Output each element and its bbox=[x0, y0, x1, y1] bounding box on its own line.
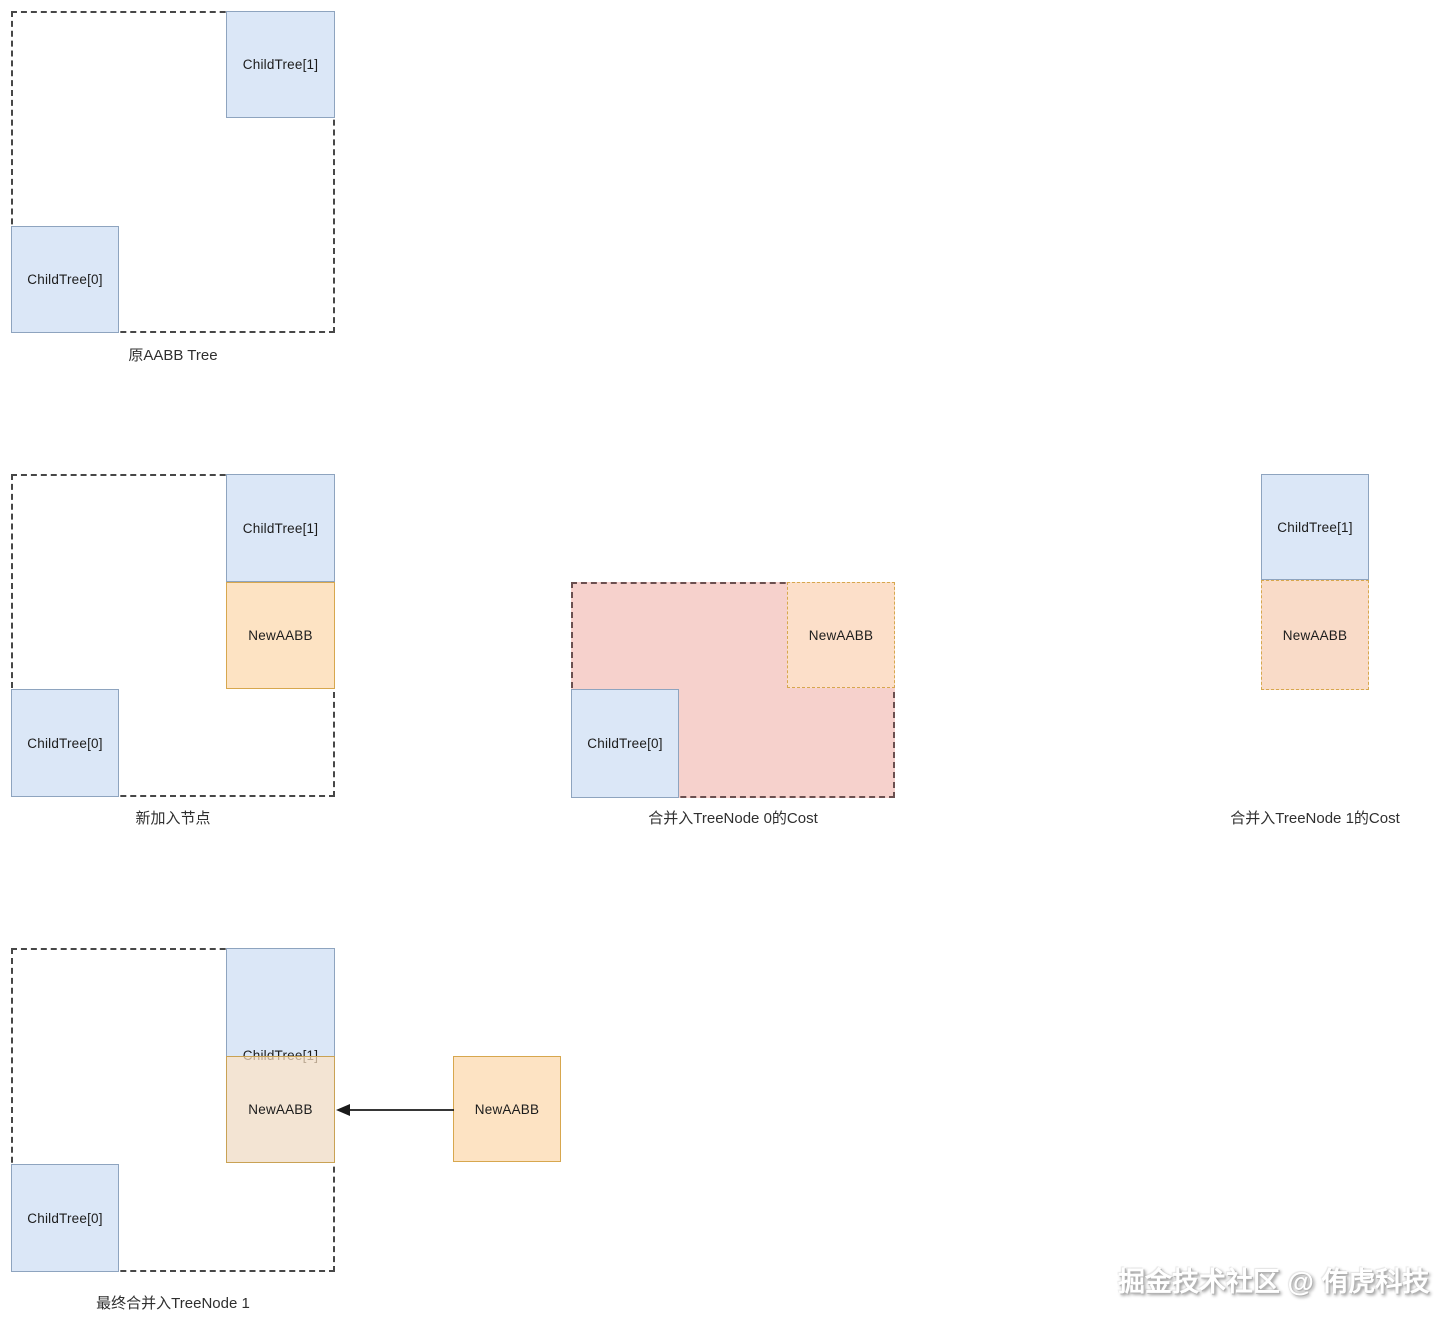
original-child-tree-1-label: ChildTree[1] bbox=[242, 57, 319, 72]
final-child-tree-0-label: ChildTree[0] bbox=[27, 1210, 103, 1226]
new-node-new-aabb-box: NewAABB bbox=[226, 582, 335, 689]
merge-left-arrow-icon bbox=[336, 1104, 454, 1116]
cost0-new-aabb-box: NewAABB bbox=[787, 582, 895, 688]
new-node-child-tree-0-box: ChildTree[0] bbox=[11, 689, 119, 797]
new-node-child-tree-0-label: ChildTree[0] bbox=[27, 735, 103, 751]
cost0-child-tree-0-box: ChildTree[0] bbox=[571, 689, 679, 798]
new-node-child-tree-1-label: ChildTree[1] bbox=[242, 520, 319, 536]
new-node-caption: 新加入节点 bbox=[135, 810, 211, 827]
final-child-tree-0-box: ChildTree[0] bbox=[11, 1164, 119, 1272]
cost1-child-tree-1-label: ChildTree[1] bbox=[1277, 519, 1353, 535]
cost1-child-tree-1-box: ChildTree[1] bbox=[1261, 474, 1369, 580]
original-tree-caption: 原AABB Tree bbox=[128, 347, 218, 364]
incoming-new-aabb-label: NewAABB bbox=[474, 1101, 540, 1117]
new-node-child-tree-1-box: ChildTree[1] bbox=[226, 474, 335, 582]
incoming-new-aabb-box: NewAABB bbox=[453, 1056, 561, 1162]
final-merged-new-aabb-box: NewAABB bbox=[226, 1056, 335, 1163]
cost0-new-aabb-label: NewAABB bbox=[808, 627, 874, 643]
cost0-caption: 合并入TreeNode 0的Cost bbox=[648, 810, 818, 827]
final-merged-new-aabb-label: NewAABB bbox=[248, 1102, 313, 1117]
new-node-new-aabb-label: NewAABB bbox=[248, 628, 313, 643]
cost1-caption: 合并入TreeNode 1的Cost bbox=[1230, 810, 1400, 827]
cost1-new-aabb-box: NewAABB bbox=[1261, 580, 1369, 690]
cost0-child-tree-0-label: ChildTree[0] bbox=[587, 736, 663, 751]
original-child-tree-0-box: ChildTree[0] bbox=[11, 226, 119, 333]
final-caption: 最终合并入TreeNode 1 bbox=[96, 1295, 250, 1312]
original-tree-bounds bbox=[11, 11, 335, 333]
cost1-new-aabb-label: NewAABB bbox=[1282, 627, 1348, 643]
original-child-tree-1-box: ChildTree[1] bbox=[226, 11, 335, 118]
original-child-tree-0-label: ChildTree[0] bbox=[27, 272, 103, 287]
watermark-text: 掘金技术社区 @ 侑虎科技 bbox=[1118, 1267, 1430, 1297]
